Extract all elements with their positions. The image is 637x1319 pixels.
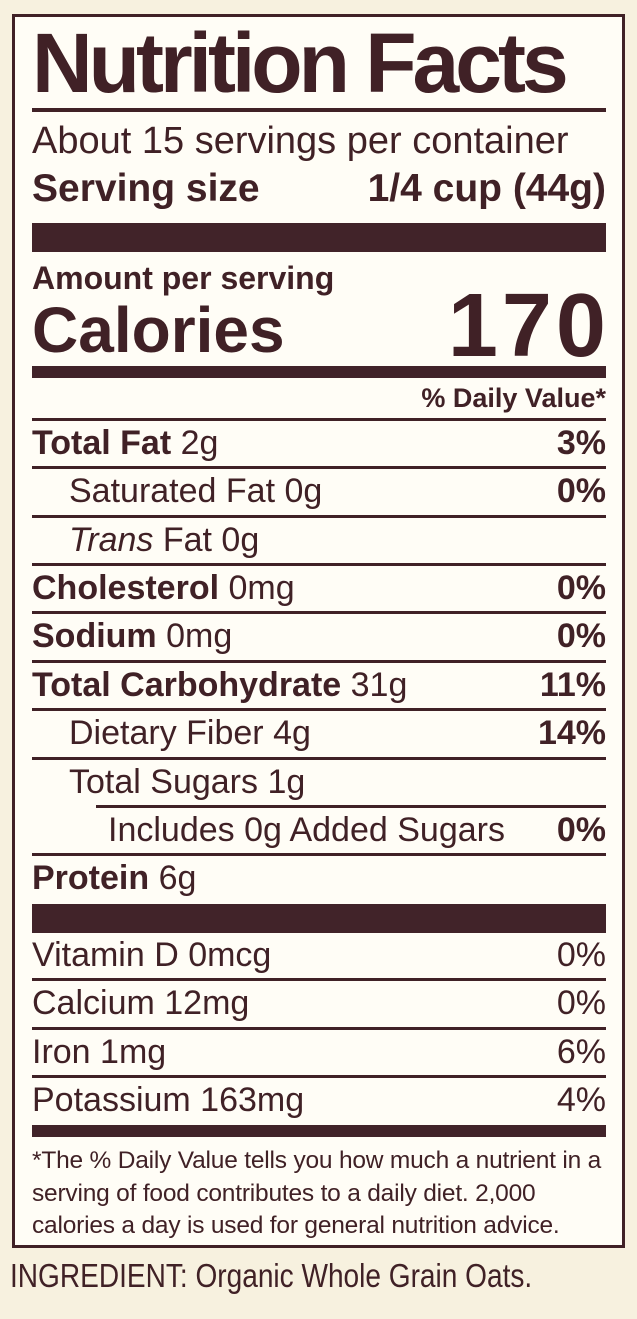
nutrient-row: Cholesterol 0mg 0% <box>32 566 606 611</box>
daily-value-percent: 6% <box>556 1032 606 1071</box>
daily-value-percent: 4% <box>556 1080 606 1119</box>
divider <box>32 1026 606 1030</box>
daily-value-percent: 0% <box>556 810 606 849</box>
daily-value-percent: 0% <box>556 617 606 656</box>
serving-size-value: 1/4 cup (44g) <box>367 166 606 210</box>
nutrient-row: Sodium 0mg 0% <box>32 614 606 659</box>
thick-separator-bar <box>32 903 606 933</box>
micronutrient-rows-section: Vitamin D 0mcg 0% Calcium 12mg 0% Iron 1mg 6%… <box>32 933 606 1124</box>
micronutrient-row: Potassium 163mg 4% <box>32 1078 606 1123</box>
ingredient-line: INGREDIENT: Organic Whole Grain Oats. <box>10 1257 533 1294</box>
divider <box>32 611 606 615</box>
nutrient-name-amount: Dietary Fiber 4g <box>69 714 311 753</box>
serving-size-label: Serving size <box>32 166 260 210</box>
nutrient-name-amount: Saturated Fat 0g <box>69 472 323 511</box>
medium-separator-bar <box>32 1125 606 1138</box>
nutrient-row: Total Fat 2g 3% <box>32 421 606 466</box>
divider <box>32 978 606 982</box>
calories-label: Calories <box>32 293 285 366</box>
daily-value-percent: 0% <box>556 935 606 974</box>
daily-value-percent: 0% <box>556 568 606 607</box>
servings-per-container: About 15 servings per container <box>32 120 569 162</box>
daily-value-header: % Daily Value* <box>421 382 606 413</box>
nutrient-name-amount: Total Carbohydrate 31g <box>32 665 408 704</box>
nutrient-row: Protein 6g <box>32 856 606 901</box>
nutrient-name-amount: Potassium 163mg <box>32 1080 305 1119</box>
nutrition-facts-title: Nutrition Facts <box>32 16 569 110</box>
daily-value-percent: 0% <box>556 472 606 511</box>
daily-value-footnote: *The % Daily Value tells you how much a … <box>32 1147 602 1239</box>
nutrient-rows-section: Total Fat 2g 3% Saturated Fat 0g 0% Trans Fa… <box>32 421 606 902</box>
daily-value-percent: 3% <box>556 423 606 462</box>
micronutrient-row: Iron 1mg 6% <box>32 1030 606 1075</box>
calories-row: Calories 170 <box>32 281 606 370</box>
nutrient-row: Total Sugars 1g <box>32 760 606 805</box>
nutrient-name-amount: Sodium 0mg <box>32 617 233 656</box>
micronutrient-row: Vitamin D 0mcg 0% <box>32 933 606 978</box>
medium-separator-bar <box>32 365 606 378</box>
nutrient-name-amount: Cholesterol 0mg <box>32 568 295 607</box>
daily-value-percent: 14% <box>537 714 606 753</box>
divider <box>32 756 606 760</box>
nutrient-row: Dietary Fiber 4g 14% <box>32 711 606 756</box>
divider <box>32 514 606 518</box>
daily-value-percent: 11% <box>539 665 606 704</box>
divider <box>32 853 606 857</box>
amount-per-serving-label: Amount per serving <box>32 259 335 296</box>
nutrient-name-amount: Vitamin D 0mcg <box>32 935 272 974</box>
nutrient-name-amount: Trans Fat 0g <box>69 520 260 559</box>
nutrient-name-amount: Protein 6g <box>32 859 197 898</box>
nutrient-row: Includes 0g Added Sugars 0% <box>32 808 606 853</box>
nutrient-name-amount: Includes 0g Added Sugars <box>108 810 505 849</box>
nutrient-name-amount: Total Sugars 1g <box>69 762 306 801</box>
thick-separator-bar <box>32 222 606 252</box>
nutrition-facts-panel: Nutrition Facts About 15 servings per co… <box>12 14 625 1248</box>
title-divider <box>32 108 606 112</box>
divider <box>32 659 606 663</box>
nutrient-row: Saturated Fat 0g 0% <box>32 469 606 514</box>
divider <box>32 1074 606 1078</box>
nutrient-name-amount: Calcium 12mg <box>32 984 250 1023</box>
nutrient-row: Trans Fat 0g <box>32 518 606 563</box>
divider <box>32 708 606 712</box>
divider <box>32 417 606 421</box>
daily-value-percent: 0% <box>556 984 606 1023</box>
calories-value: 170 <box>447 276 610 377</box>
micronutrient-row: Calcium 12mg 0% <box>32 981 606 1026</box>
nutrient-name-amount: Iron 1mg <box>32 1032 167 1071</box>
nutrient-name-amount: Total Fat 2g <box>32 423 219 462</box>
divider <box>32 562 606 566</box>
serving-size-row: Serving size 1/4 cup (44g) <box>32 166 606 213</box>
nutrient-row: Total Carbohydrate 31g 11% <box>32 663 606 708</box>
divider <box>96 804 606 808</box>
divider <box>32 466 606 470</box>
